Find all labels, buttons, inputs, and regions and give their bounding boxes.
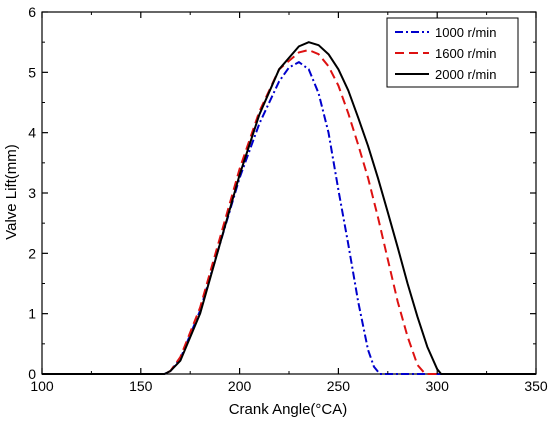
series-line-2: [42, 41, 536, 375]
x-tick-label: 150: [129, 378, 153, 394]
x-tick-label: 200: [228, 378, 252, 394]
x-tick-label: 250: [327, 378, 351, 394]
y-tick-label: 1: [28, 306, 36, 322]
axes-layer: 100 150 200 250 300 350 0 1 2 3 4 5 6: [28, 4, 548, 394]
y-tick-label: 2: [28, 245, 36, 261]
legend-box: [386, 17, 519, 88]
y-tick-label: 0: [28, 366, 36, 382]
legend: 1000 r/min 1600 r/min 2000 r/min: [386, 17, 519, 88]
y-tick-label: 4: [28, 125, 36, 141]
legend-label-1: 1600 r/min: [435, 46, 496, 61]
x-tick-label: 100: [30, 378, 54, 394]
legend-label-0: 1000 r/min: [435, 25, 496, 40]
y-tick-label: 3: [28, 185, 36, 201]
y-tick-label: 5: [28, 64, 36, 80]
x-axis-title: Crank Angle(°CA): [229, 401, 348, 418]
x-tick-label: 350: [524, 378, 548, 394]
y-axis-title: Valve Lift(mm): [3, 144, 20, 240]
y-tick-label: 6: [28, 4, 36, 20]
series-layer: [42, 41, 536, 375]
x-tick-label: 300: [426, 378, 450, 394]
series-line-1: [42, 49, 536, 375]
series-line-0: [42, 61, 536, 375]
legend-label-2: 2000 r/min: [435, 67, 496, 82]
